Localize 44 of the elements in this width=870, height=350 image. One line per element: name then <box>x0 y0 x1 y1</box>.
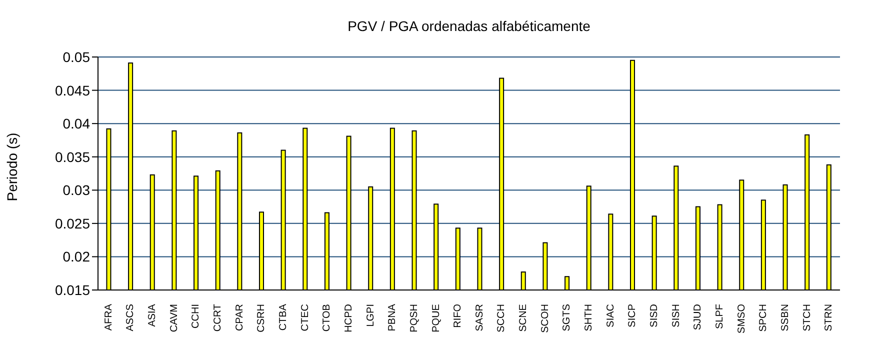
y-tick-label: 0.05 <box>62 48 90 65</box>
x-tick-label: LGPI <box>365 304 376 327</box>
y-tick-label: 0.045 <box>54 82 90 98</box>
x-tick-label: PBNA <box>387 304 398 332</box>
x-tick-label: SPCH <box>758 304 770 332</box>
x-tick-label: RIFO <box>452 304 464 328</box>
x-tick-label: SSBN <box>780 304 791 332</box>
x-tick-label: SIAC <box>605 304 616 328</box>
x-tick-label: CTBA <box>278 304 289 331</box>
y-tick-label: 0.04 <box>62 116 90 132</box>
x-tick-label: ASCS <box>125 304 136 332</box>
x-tick-label: CCRT <box>212 304 224 332</box>
x-tick-label: SMSO <box>736 304 748 334</box>
y-tick-label: 0.015 <box>54 282 90 298</box>
x-tick-label: CCHI <box>190 304 202 328</box>
x-tick-label: ASIA <box>147 304 158 327</box>
x-tick-label: SCOH <box>540 304 551 333</box>
y-tick-label: 0.025 <box>54 215 90 232</box>
x-tick-label: SISD <box>649 304 660 328</box>
x-tick-label: CAVM <box>168 304 180 332</box>
x-tick-label: CTOB <box>322 304 333 332</box>
x-tick-label: SCNE <box>518 304 530 332</box>
y-tick-label: 0.03 <box>62 182 90 198</box>
x-tick-label: CSRH <box>256 304 268 332</box>
x-tick-label: STRN <box>824 304 835 332</box>
chart-title: PGV / PGA ordenadas alfabéticamente <box>346 18 592 34</box>
x-tick-label: SASR <box>474 304 486 332</box>
x-tick-label: SCCH <box>496 304 508 332</box>
x-tick-label: SLPF <box>714 304 726 330</box>
x-tick-label: HCPD <box>343 304 354 332</box>
x-tick-label: CPAR <box>234 304 246 332</box>
y-axis-title: Periodo (s) <box>4 132 20 202</box>
x-tick-label: SGTS <box>562 304 573 332</box>
x-tick-label: SHTH <box>584 304 595 332</box>
y-tick-label: 0.035 <box>54 148 90 165</box>
x-tick-label: SJUD <box>692 304 704 330</box>
x-tick-label: SISH <box>670 304 682 328</box>
x-tick-label: CTEC <box>300 304 311 332</box>
x-tick-label: AFRA <box>103 304 114 331</box>
x-tick-label: STCH <box>802 304 813 332</box>
y-tick-label: 0.02 <box>62 248 90 265</box>
x-tick-label: PQSH <box>408 304 420 332</box>
x-tick-label: PQUE <box>430 304 442 332</box>
x-tick-label: SICP <box>627 304 638 328</box>
